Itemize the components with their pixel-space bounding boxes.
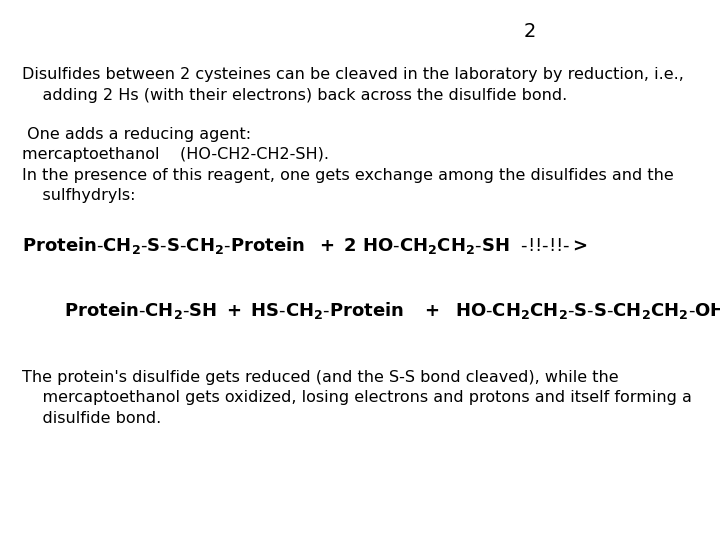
Text: One adds a reducing agent:: One adds a reducing agent: <box>22 127 251 142</box>
Text: sulfhydryls:: sulfhydryls: <box>22 188 135 204</box>
Text: disulfide bond.: disulfide bond. <box>22 411 161 426</box>
Text: mercaptoethanol gets oxidized, losing electrons and protons and itself forming a: mercaptoethanol gets oxidized, losing el… <box>22 390 692 406</box>
Text: $\mathbf{Protein\text{-}CH_2\text{-}SH\ +\ HS\text{-}CH_2\text{-}Protein}$$\math: $\mathbf{Protein\text{-}CH_2\text{-}SH\ … <box>63 300 720 321</box>
Text: adding 2 Hs (with their electrons) back across the disulfide bond.: adding 2 Hs (with their electrons) back … <box>22 88 567 103</box>
Text: mercaptoethanol    (HO-CH2-CH2-SH).: mercaptoethanol (HO-CH2-CH2-SH). <box>22 147 329 163</box>
Text: $\mathbf{Protein\text{-}CH_2\text{-}S\text{-}S\text{-}CH_2\text{-}Protein}$$\mat: $\mathbf{Protein\text{-}CH_2\text{-}S\te… <box>22 235 588 256</box>
Text: Disulfides between 2 cysteines can be cleaved in the laboratory by reduction, i.: Disulfides between 2 cysteines can be cl… <box>22 68 684 83</box>
Text: In the presence of this reagent, one gets exchange among the disulfides and the: In the presence of this reagent, one get… <box>22 168 674 183</box>
Text: The protein's disulfide gets reduced (and the S-S bond cleaved), while the: The protein's disulfide gets reduced (an… <box>22 370 618 385</box>
Text: 2: 2 <box>523 22 536 40</box>
